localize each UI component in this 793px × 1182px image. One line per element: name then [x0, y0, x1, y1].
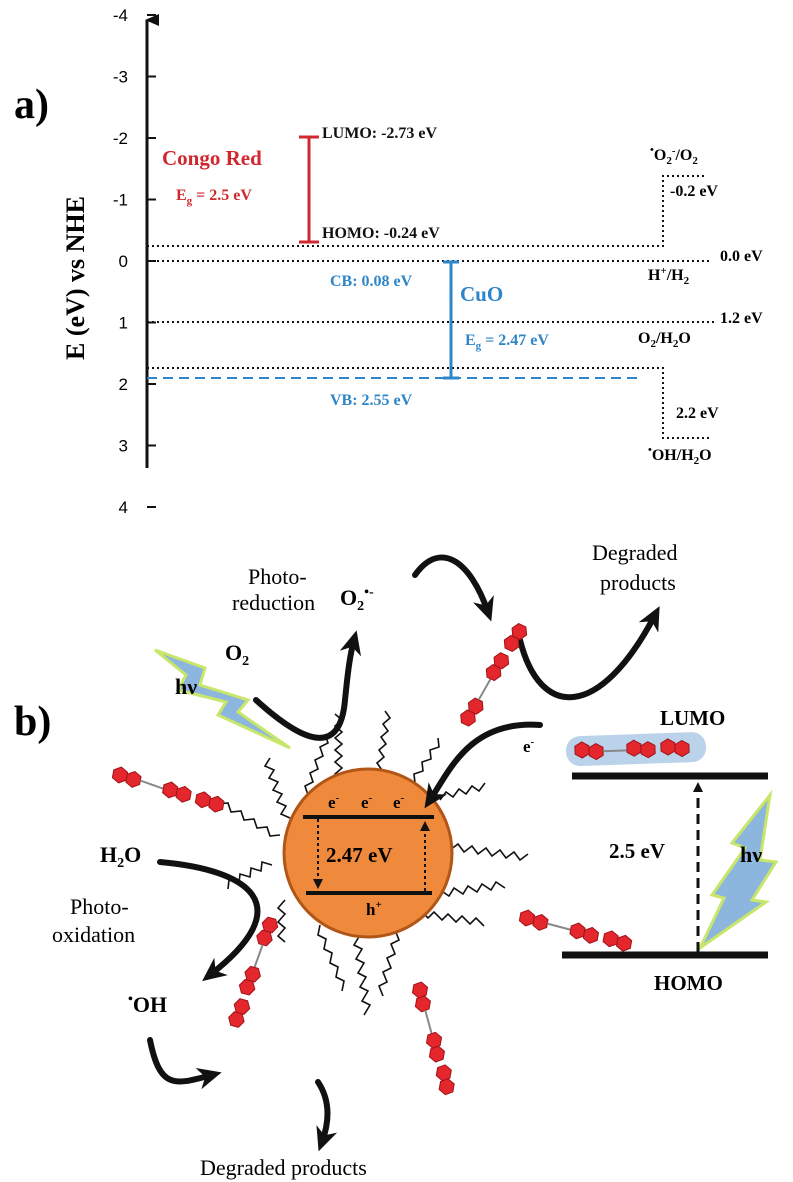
hv-left-label: hν — [175, 674, 197, 699]
degraded-top-label-1: Degraded — [592, 540, 678, 565]
dye-molecule-bottom-left — [226, 915, 281, 1030]
dye-molecule-right — [517, 908, 634, 953]
particle-hole-label: h+ — [366, 899, 382, 919]
degradation-arrow-bottom — [315, 1079, 338, 1152]
hydrogen-value: 0.0 eV — [720, 248, 763, 265]
o2-radical-arrow — [412, 554, 494, 622]
dye-molecule-bottom-right — [407, 980, 459, 1097]
cuo-label: CuO — [460, 282, 503, 306]
panel-b: b) e- e- e- 2.47 — [14, 540, 779, 1180]
dye-gap-label: 2.5 eV — [609, 839, 665, 863]
oh-couple-label: •OH/H2O — [648, 444, 712, 467]
o2-reduction-arrow — [253, 630, 362, 741]
photo-reduction-label-2: reduction — [232, 590, 315, 615]
cuo-cb-label: CB: 0.08 eV — [330, 273, 413, 290]
o2-label: O2 — [225, 640, 249, 669]
y-tick-label: -4 — [113, 6, 128, 25]
degraded-bottom-label: Degraded products — [200, 1155, 367, 1180]
surfactant-tails — [217, 710, 529, 1016]
lumo-label: LUMO — [660, 706, 725, 730]
o2-h2o-couple-label: O2/H2O — [638, 330, 691, 350]
y-tick-label: 2 — [119, 375, 128, 394]
dye-molecules — [110, 620, 707, 1097]
hv-right-label: hν — [740, 842, 762, 867]
congo-red-label: Congo Red — [162, 146, 262, 170]
y-tick-label: -3 — [113, 68, 128, 87]
panel-a-label: a) — [14, 82, 49, 128]
light-bolt-right — [696, 789, 779, 953]
particle-electron-3: e- — [393, 792, 405, 812]
h2o-oxidation-arrow — [157, 859, 261, 982]
o2-radical-value: -0.2 eV — [670, 183, 718, 200]
homo-label: HOMO — [654, 971, 723, 995]
oh-radical-arrow — [147, 1037, 222, 1090]
oh-radical-label: •OH — [128, 992, 167, 1017]
photo-oxidation-label-1: Photo- — [70, 894, 129, 919]
o2-radical-label: O2•- — [340, 585, 374, 614]
particle-electron-1: e- — [328, 792, 340, 812]
y-tick-label: 4 — [119, 498, 128, 517]
oh-value: 2.2 eV — [676, 405, 719, 422]
y-tick-label: -2 — [113, 129, 128, 148]
particle-gap-label: 2.47 eV — [326, 843, 393, 867]
oh-level — [147, 367, 710, 439]
y-axis-label: E (eV) vs NHE — [61, 196, 90, 360]
dye-molecule-adsorbed — [566, 732, 707, 767]
cuo-eg: Eg = 2.47 eV — [465, 332, 549, 352]
o2-radical-couple-label: •O2-/O2 — [650, 144, 698, 167]
o2-radical-level — [147, 175, 705, 247]
h2o-label: H2O — [100, 842, 141, 871]
congo-red-eg: Eg = 2.5 eV — [176, 187, 252, 207]
particle-electron-2: e- — [361, 792, 373, 812]
dye-molecule-left — [110, 765, 226, 814]
y-tick-label: 0 — [119, 252, 128, 271]
panel-a: a) -4 -3 -2 -1 0 1 2 3 4 E (eV) vs NHE Congo Red… — [14, 6, 763, 517]
hydrogen-couple-label: H+/H2 — [648, 265, 690, 287]
congo-red-homo-label: HOMO: -0.24 eV — [322, 225, 440, 242]
degradation-arrow-top — [517, 606, 660, 701]
photo-reduction-label-1: Photo- — [248, 564, 307, 589]
panel-b-label: b) — [14, 699, 51, 745]
dye-molecule-top — [457, 620, 531, 730]
photo-oxidation-label-2: oxidation — [52, 922, 135, 947]
curved-arrows — [147, 554, 660, 1152]
particle-electrons: e- e- e- — [328, 792, 405, 812]
electron-label: e- — [523, 736, 535, 756]
light-bolt-left — [154, 648, 291, 750]
y-ticks: -4 -3 -2 -1 0 1 2 3 4 — [113, 6, 156, 517]
degraded-top-label-2: products — [600, 570, 676, 595]
cuo-vb-label: VB: 2.55 eV — [330, 392, 413, 409]
electron-injection-arrow — [424, 721, 543, 809]
y-tick-label: 1 — [119, 314, 128, 333]
y-tick-label: 3 — [119, 437, 128, 456]
y-tick-label: -1 — [113, 191, 128, 210]
o2-h2o-value: 1.2 eV — [720, 310, 763, 327]
congo-red-lumo-label: LUMO: -2.73 eV — [322, 125, 438, 142]
